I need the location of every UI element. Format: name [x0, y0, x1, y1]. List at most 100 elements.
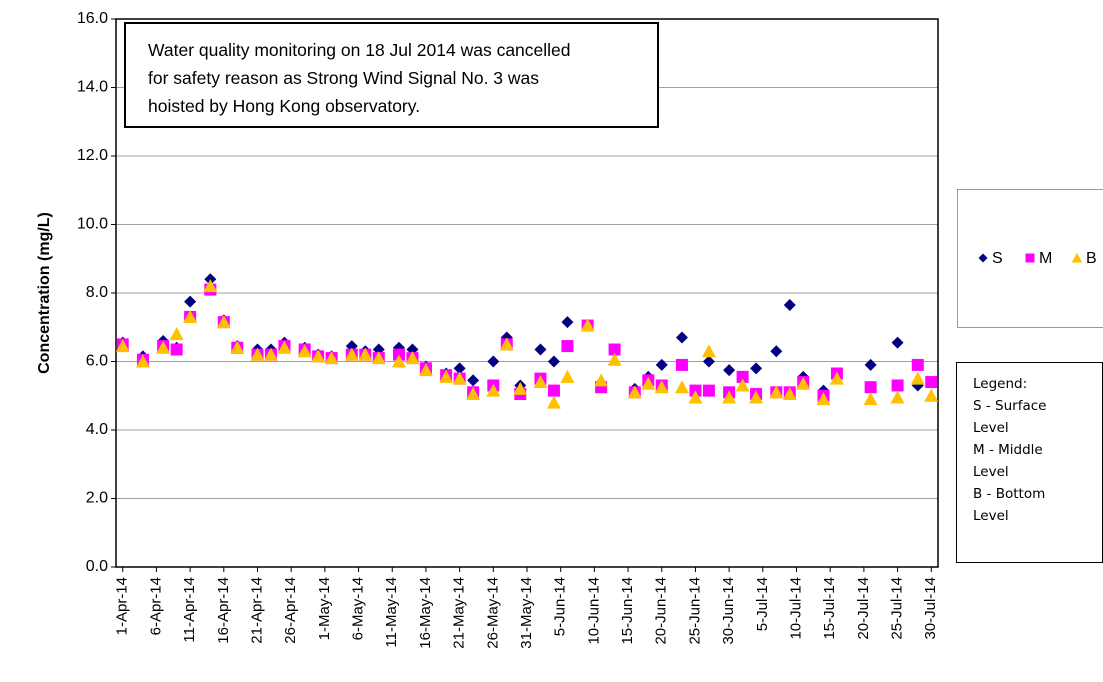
x-tick-label: 1-May-14: [316, 577, 333, 640]
triangle-marker: [156, 340, 171, 354]
y-tick-label: 4.0: [86, 421, 108, 438]
legend-label: M: [1039, 250, 1052, 267]
legend: [957, 189, 1103, 328]
legend-label: B: [1086, 250, 1097, 267]
y-tick-label: 0.0: [86, 558, 108, 575]
triangle-marker: [250, 347, 265, 361]
triangle-marker: [371, 351, 386, 365]
triangle-marker: [910, 371, 925, 385]
x-tick-label: 26-May-14: [484, 577, 501, 649]
x-tick-label: 15-Jul-14: [821, 577, 838, 640]
diamond-marker: [655, 358, 668, 371]
triangle-marker: [722, 390, 737, 404]
diamond-marker: [783, 298, 796, 311]
y-tick-label: 16.0: [77, 10, 108, 27]
square-marker: [170, 343, 183, 356]
diamond-marker: [750, 362, 763, 375]
triangle-marker: [452, 371, 467, 385]
x-tick-label: 20-Jul-14: [855, 577, 872, 640]
triangle-marker: [735, 378, 750, 392]
x-tick-label: 6-May-14: [350, 577, 367, 640]
x-tick-label: 5-Jul-14: [754, 577, 771, 631]
diamond-marker: [675, 331, 688, 344]
triangle-marker: [418, 363, 433, 377]
x-tick-label: 16-May-14: [417, 577, 434, 649]
triangle-marker: [701, 344, 716, 358]
annotation-line: for safety reason as Strong Wind Signal …: [148, 68, 540, 88]
diamond-marker: [487, 355, 500, 368]
legend-note-line: S - Surface Level: [973, 398, 1047, 436]
triangle-marker: [688, 390, 703, 404]
diamond-marker: [864, 358, 877, 371]
y-axis-title: Concentration (mg/L): [36, 212, 53, 374]
triangle-marker: [829, 371, 844, 385]
triangle-marker: [769, 385, 784, 399]
diamond-marker: [723, 364, 736, 377]
diamond-marker: [978, 253, 988, 263]
diamond-marker: [561, 316, 574, 329]
triangle-marker: [344, 347, 359, 361]
square-marker: [1025, 253, 1035, 263]
x-tick-label: 5-Jun-14: [552, 577, 569, 636]
diamond-marker: [770, 345, 783, 358]
triangle-marker: [277, 340, 292, 354]
triangle-marker: [405, 351, 420, 365]
x-tick-label: 11-Apr-14: [181, 577, 198, 643]
y-tick-label: 12.0: [77, 147, 108, 164]
legend-note-line: Legend:: [973, 376, 1028, 392]
legend-note: Legend: S - Surface Level M - Middle Lev…: [956, 362, 1103, 563]
legend-note-line: M - Middle Level: [973, 442, 1043, 480]
diamond-marker: [547, 355, 560, 368]
triangle-marker: [533, 375, 548, 389]
x-tick-label: 26-Apr-14: [282, 577, 299, 644]
x-tick-label: 25-Jun-14: [686, 577, 703, 645]
triangle-marker: [439, 369, 454, 383]
triangle-marker: [391, 354, 406, 368]
x-tick-label: 21-Apr-14: [248, 577, 265, 644]
x-tick-label: 21-May-14: [451, 577, 468, 649]
triangle-marker: [641, 376, 656, 390]
square-marker: [736, 370, 749, 383]
x-tick-label: 30-Jun-14: [720, 577, 737, 645]
x-tick-label: 25-Jul-14: [889, 577, 906, 640]
legend-note-line: B - Bottom Level: [973, 486, 1046, 524]
annotation: Water quality monitoring on 18 Jul 2014 …: [124, 22, 659, 128]
triangle-marker: [486, 383, 501, 397]
square-marker: [702, 384, 715, 397]
triangle-marker: [135, 354, 150, 368]
x-tick-label: 15-Jun-14: [619, 577, 636, 645]
triangle-marker: [513, 381, 528, 395]
annotation-line: hoisted by Hong Kong observatory.: [148, 96, 421, 116]
legend-label: S: [992, 250, 1003, 267]
triangle-marker: [230, 340, 245, 354]
triangle-marker: [816, 392, 831, 406]
triangle-marker: [115, 339, 130, 353]
triangle-marker: [580, 318, 595, 332]
square-marker: [547, 384, 560, 397]
x-tick-label: 1-Apr-14: [114, 577, 131, 635]
x-tick-label: 30-Jul-14: [922, 577, 939, 640]
square-marker: [891, 379, 904, 392]
triangle-marker: [594, 373, 609, 387]
triangle-marker: [183, 309, 198, 323]
triangle-marker: [546, 395, 561, 409]
diamond-marker: [702, 355, 715, 368]
triangle-marker: [358, 347, 373, 361]
diamond-marker: [467, 374, 480, 387]
diamond-marker: [184, 295, 197, 308]
annotation-line: Water quality monitoring on 18 Jul 2014 …: [148, 40, 571, 60]
x-tick-label: 10-Jul-14: [787, 577, 804, 640]
triangle-marker: [311, 349, 326, 363]
y-tick-label: 6.0: [86, 353, 108, 370]
triangle-marker: [466, 387, 481, 401]
triangle-marker: [782, 387, 797, 401]
triangle-marker: [627, 385, 642, 399]
y-tick-label: 8.0: [86, 284, 108, 301]
triangle-marker: [924, 388, 939, 402]
triangle-marker: [216, 315, 231, 329]
triangle-marker: [863, 392, 878, 406]
triangle-marker: [297, 344, 312, 358]
triangle-marker: [169, 327, 184, 341]
